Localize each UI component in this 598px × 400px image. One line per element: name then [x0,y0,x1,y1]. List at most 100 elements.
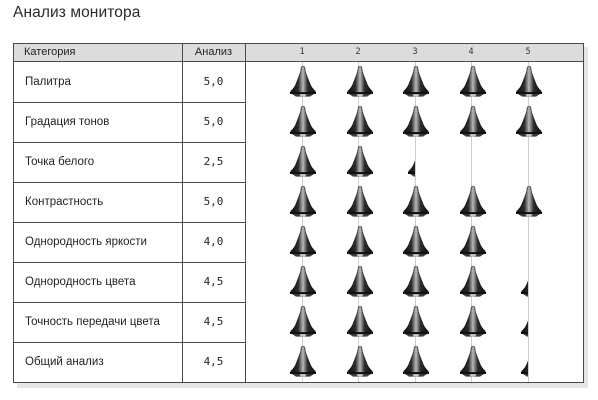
table-header: Категория Анализ 1 2 3 4 5 [14,44,583,62]
score-value: 5,0 [203,195,224,208]
row-divider [14,262,245,263]
bell-icon [346,65,374,97]
bell-shape [346,186,373,217]
bell-shape [459,186,486,217]
table-row: Точка белого 2,5 [14,142,583,182]
bell-icon [402,185,430,217]
bell-icon [459,345,487,377]
bell-icon [515,65,543,97]
bell-shape [520,280,528,297]
bell-shape [402,66,430,97]
bell-shape [402,186,430,217]
scale-tick-1: 1 [299,47,305,57]
score-value: 4,5 [203,315,224,328]
bell-icon [289,225,317,257]
table-row: Контрастность 5,0 [14,182,583,222]
score-value: 4,5 [203,355,224,368]
table-row: Точность передачи цвета 4,5 [14,302,583,342]
bell-shape [459,306,486,337]
category-label: Однородность яркости [25,236,147,248]
bell-shape [289,146,317,177]
bell-icon [346,145,374,177]
bell-icon [289,345,317,377]
category-label: Контрастность [25,196,104,208]
scale-gridline-5 [528,62,529,382]
bell-shape [459,106,486,137]
row-divider [14,342,245,343]
scale-gridline-2 [358,62,359,382]
bell-shape [346,266,373,297]
bell-shape [289,226,317,257]
row-divider [14,222,245,223]
scale-gridline-3 [415,62,416,382]
bell-shape [459,266,486,297]
row-divider [14,102,245,103]
bell-icon [289,105,317,137]
scale-gridline-4 [471,62,472,382]
category-label: Точность передачи цвета [25,316,160,328]
bell-icon [459,305,487,337]
table-row: Однородность яркости 4,0 [14,222,583,262]
category-label: Точка белого [25,156,95,168]
scale-tick-4: 4 [468,47,474,57]
rating-table: Категория Анализ 1 2 3 4 5 Палитра 5,0 Гра… [13,43,584,383]
bell-shape [520,360,528,377]
bell-icon [459,265,487,297]
bell-icon [346,225,374,257]
category-label: Однородность цвета [25,276,136,288]
category-label: Палитра [25,76,71,88]
row-divider [14,302,245,303]
column-divider-category [182,44,183,382]
bell-icon [459,105,487,137]
score-value: 4,5 [203,275,224,288]
bell-icon [402,345,430,377]
category-label: Градация тонов [25,116,110,128]
bell-shape [459,346,486,377]
bell-icon [346,265,374,297]
bell-shape [289,346,317,377]
score-value: 5,0 [203,75,224,88]
bell-icon [520,265,528,297]
bell-shape [346,106,373,137]
score-value: 2,5 [203,155,224,168]
bell-icon [289,145,317,177]
bell-icon [520,305,528,337]
bell-shape [402,106,430,137]
bell-icon [289,65,317,97]
header-score: Анализ [194,46,233,58]
bell-shape [289,66,317,97]
bell-shape [346,346,373,377]
column-divider-score [245,44,246,382]
bell-shape [289,266,317,297]
bell-shape [346,226,373,257]
bell-icon [289,265,317,297]
table-row: Общий анализ 4,5 [14,342,583,382]
bell-shape [346,66,373,97]
bell-icon [402,65,430,97]
bell-icon [402,305,430,337]
scale-gridline-1 [302,62,303,382]
bell-icon [459,65,487,97]
bell-shape [289,306,317,337]
bell-icon [289,305,317,337]
bell-icon [459,225,487,257]
page-title: Анализ монитора [13,4,141,21]
scale-tick-3: 3 [412,47,418,57]
bell-shape [289,106,317,137]
table-row: Однородность цвета 4,5 [14,262,583,302]
row-divider [14,182,245,183]
bell-shape [520,320,528,337]
bell-icon [346,345,374,377]
bell-icon [459,185,487,217]
bell-shape [402,346,430,377]
bell-shape [407,160,415,177]
scale-tick-2: 2 [355,47,361,57]
bell-icon [289,185,317,217]
bell-icon [515,185,543,217]
category-label: Общий анализ [25,356,104,368]
bell-shape [289,186,317,217]
bell-icon [520,345,528,377]
bell-icon [407,145,415,177]
score-value: 5,0 [203,115,224,128]
bell-shape [459,226,486,257]
